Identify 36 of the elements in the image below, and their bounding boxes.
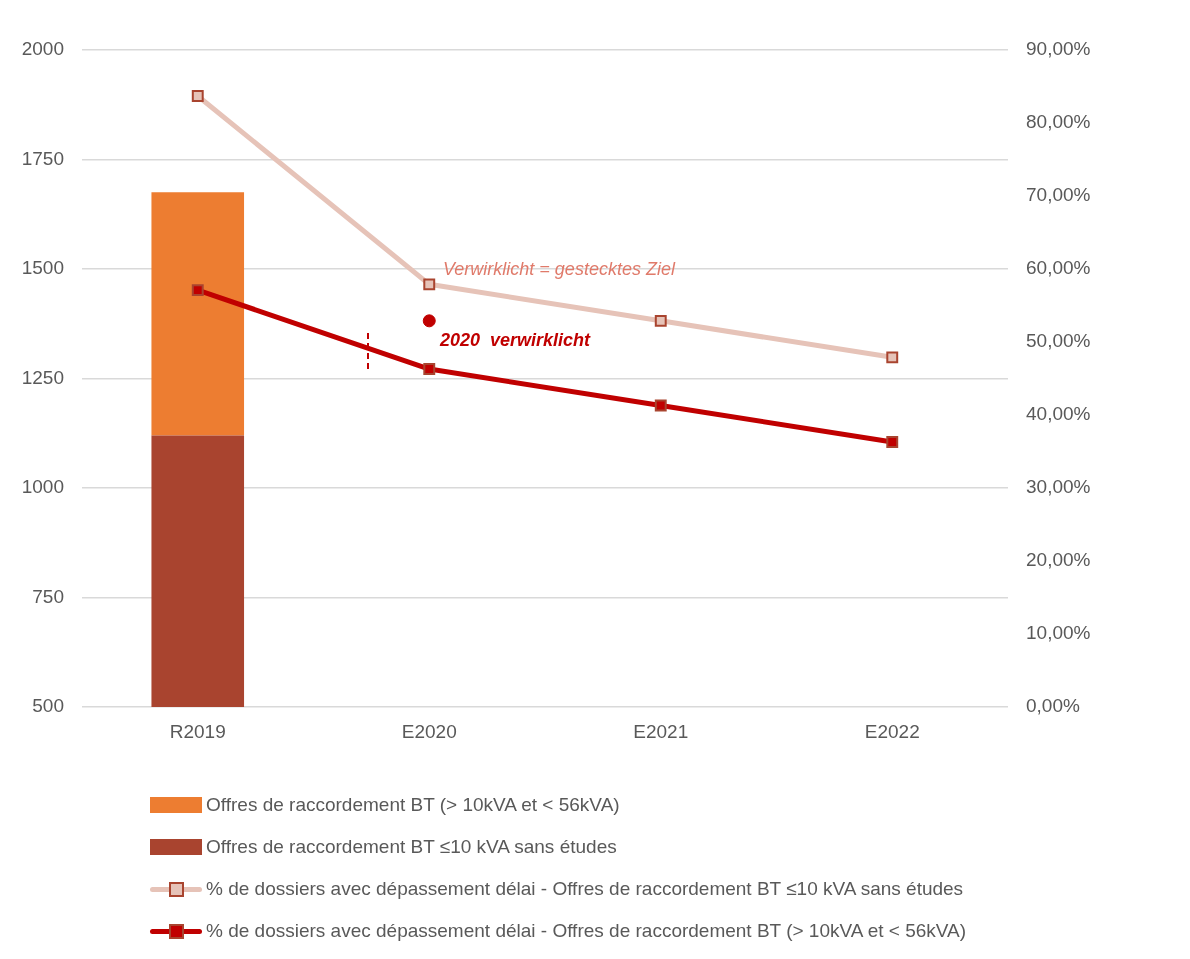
y-tick-label: 500 <box>32 695 64 717</box>
y2-tick-label: 10,00% <box>1026 622 1091 644</box>
point <box>422 314 436 328</box>
point <box>423 278 436 291</box>
point <box>423 363 436 375</box>
y2-tick-label: 30,00% <box>1026 476 1091 498</box>
y2-tick-label: 60,00% <box>1026 257 1091 279</box>
y2-tick-label: 50,00% <box>1026 330 1091 352</box>
legend-label: Offres de raccordement BT ≤10 kVA sans études <box>206 836 617 858</box>
y-tick-label: 1000 <box>21 476 64 498</box>
annotation: 2020 verwirklicht <box>439 329 592 350</box>
x-tick-label: R2019 <box>169 720 226 742</box>
y2-tick-label: 40,00% <box>1026 403 1091 425</box>
point <box>886 351 899 364</box>
x-tick-label: E2022 <box>864 720 920 742</box>
legend-label: % de dossiers avec dépassement délai - Offres de raccordement BT ≤10 kVA sans études <box>206 878 964 900</box>
y-tick-label: 1500 <box>21 257 64 279</box>
y-tick-label: 2000 <box>21 38 64 60</box>
legend-label: Offres de raccordement BT (> 10kVA et < 56kVA) <box>206 794 620 816</box>
y2-tick-label: 20,00% <box>1026 549 1091 571</box>
point <box>654 314 667 327</box>
point <box>191 284 204 297</box>
y2-tick-label: 80,00% <box>1026 111 1091 133</box>
point <box>191 90 204 102</box>
annotation: Verwirklicht = gestecktes Ziel <box>443 259 676 279</box>
x-tick-label: E2020 <box>401 720 457 742</box>
point <box>886 436 899 448</box>
y2-tick-label: 0,00% <box>1026 695 1080 717</box>
point <box>654 399 667 412</box>
legend-label: % de dossiers avec dépassement délai - Offres de raccordement BT (> 10kVA et < 56kVA) <box>206 920 967 942</box>
y2-tick-label: 70,00% <box>1026 184 1091 206</box>
y-tick-label: 750 <box>32 585 64 607</box>
y2-tick-label: 90,00% <box>1026 38 1091 60</box>
y-tick-label: 1750 <box>21 147 64 169</box>
y-tick-label: 1250 <box>21 366 64 388</box>
x-tick-label: E2021 <box>633 720 689 742</box>
